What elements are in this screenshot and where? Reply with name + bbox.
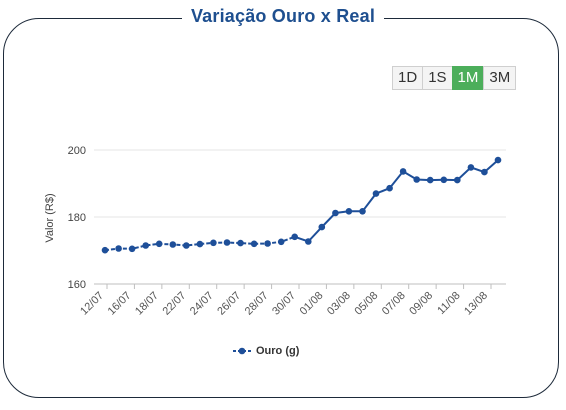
x-tick-label: 07/08 [380,290,408,318]
data-point[interactable] [305,238,312,245]
y-tick-label: 180 [68,212,86,224]
data-point[interactable] [115,245,122,252]
range-selector: 1D 1S 1M 3M [392,66,517,90]
data-point[interactable] [345,208,353,215]
data-point[interactable] [426,176,434,184]
gridlines [94,149,506,285]
data-point[interactable] [386,184,393,192]
x-axis: 12/07 16/07 18/07 22/07 24/07 26/07 28/07 30/07… [78,284,492,318]
x-tick-label: 03/08 [325,290,353,318]
data-point[interactable] [210,239,217,247]
chart-title: Variação Ouro x Real [181,6,385,27]
y-axis: 160 180 200 [68,145,86,291]
series-line [294,159,499,243]
data-point[interactable] [332,209,339,217]
data-point[interactable] [128,245,136,253]
x-tick-label: 11/08 [435,290,462,317]
data-point[interactable] [454,176,461,184]
y-tick-label: 160 [68,279,86,291]
data-point[interactable] [169,241,177,248]
x-tick-label: 30/07 [270,290,298,318]
x-tick-label: 26/07 [215,290,243,318]
data-point[interactable] [359,208,366,215]
x-tick-label: 12/07 [78,290,106,318]
data-point[interactable] [250,240,258,248]
series-ouro [101,156,502,254]
x-tick-label: 09/08 [407,290,435,318]
data-point[interactable] [291,233,299,241]
x-tick-label: 18/07 [133,290,161,318]
y-axis-title: Valor (R$) [44,193,56,242]
data-point[interactable] [467,164,475,171]
data-point[interactable] [264,240,271,247]
x-tick-label: 05/08 [352,290,380,318]
data-point[interactable] [481,168,488,176]
data-point[interactable] [413,176,421,183]
data-point[interactable] [237,239,244,247]
data-point[interactable] [277,238,285,246]
range-button-1d[interactable]: 1D [392,66,424,90]
data-point[interactable] [196,240,204,248]
y-tick-label: 200 [68,145,86,157]
data-point[interactable] [101,246,109,254]
x-tick-label: 24/07 [188,290,216,318]
data-point[interactable] [318,223,326,231]
data-point[interactable] [223,239,231,246]
x-tick-label: 16/07 [106,290,134,318]
legend[interactable]: Ouro (g) [232,345,299,357]
data-point[interactable] [372,190,380,197]
x-tick-label: 01/08 [298,290,326,318]
data-point[interactable] [142,242,149,249]
x-tick-label: 22/07 [160,290,188,318]
x-tick-label: 13/08 [462,290,490,318]
data-point[interactable] [399,168,407,175]
legend-label: Ouro (g) [256,345,300,357]
series-line-dashed [104,235,296,252]
data-point[interactable] [155,240,163,248]
x-tick-label: 28/07 [243,290,271,318]
legend-marker-icon [233,347,251,355]
data-point[interactable] [183,242,190,249]
range-button-3m[interactable]: 3M [483,66,517,90]
data-point[interactable] [440,176,448,184]
data-point[interactable] [494,156,502,164]
range-button-1s[interactable]: 1S [422,66,453,90]
